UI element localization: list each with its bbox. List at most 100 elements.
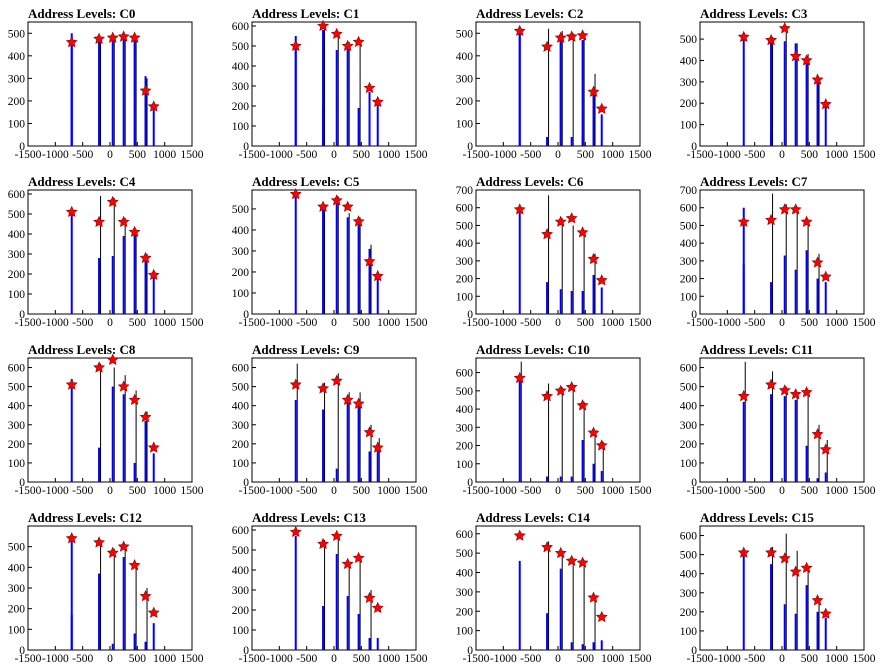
x-tick-label: -500 — [520, 485, 541, 497]
chart-title: Address Levels: C12 — [28, 510, 142, 525]
blue-level-bar — [570, 290, 573, 314]
star-marker-icon — [541, 390, 553, 402]
star-marker-icon — [541, 40, 553, 52]
blue-level-bar — [144, 258, 147, 314]
star-marker-icon — [352, 35, 365, 48]
y-tick-label: 400 — [680, 55, 698, 67]
star-marker-icon — [778, 22, 791, 34]
y-tick-label: 400 — [680, 569, 698, 581]
star-marker-icon — [819, 443, 832, 455]
star-marker-icon — [371, 269, 384, 282]
x-tick-label: 1000 — [825, 653, 848, 665]
blue-level-bar — [518, 560, 521, 650]
blue-level-bar — [294, 536, 297, 650]
blue-level-bar — [592, 275, 595, 314]
axes-frame — [27, 189, 193, 315]
star-marker-icon — [811, 73, 824, 85]
blue-level-bar — [144, 641, 147, 650]
x-tick-label: 1500 — [853, 653, 876, 665]
y-tick-label: 300 — [232, 81, 250, 93]
y-tick-label: 100 — [456, 118, 474, 130]
y-tick-label: 0 — [19, 645, 25, 657]
star-marker-icon — [565, 380, 578, 393]
axes-frame — [27, 357, 193, 483]
blue-level-bar — [376, 638, 379, 650]
blue-level-bar — [805, 585, 808, 650]
x-tick-label: 500 — [801, 317, 819, 329]
x-tick-label: -1500 — [239, 485, 266, 497]
x-tick-label: 1000 — [377, 653, 400, 665]
star-marker-icon — [811, 594, 824, 606]
y-tick-label: 400 — [456, 568, 474, 580]
x-tick-label: 1500 — [181, 317, 204, 329]
x-tick-label: 1500 — [405, 485, 428, 497]
blue-level-bar — [368, 92, 371, 146]
blue-level-bar — [98, 35, 101, 147]
star-marker-icon — [330, 27, 343, 40]
star-marker-icon — [800, 386, 813, 398]
blue-level-bar — [581, 644, 584, 650]
chart-plot: 0 100 200 300 400 500 600 700 -1500 -1000 -500 0 500… — [680, 185, 876, 329]
chart-plot: 0 100 200 300 400 500 600 -1500 -1000 -500 0 500 100… — [680, 525, 876, 665]
star-marker-icon — [289, 525, 302, 538]
star-marker-icon — [147, 100, 160, 112]
blue-level-bar — [546, 136, 549, 146]
y-tick-label: 200 — [8, 604, 26, 616]
x-tick-label: -500 — [744, 317, 765, 329]
star-marker-icon — [330, 194, 343, 206]
star-marker-icon — [595, 439, 608, 451]
x-tick-label: -500 — [296, 317, 317, 329]
blue-level-bar — [824, 472, 827, 482]
x-tick-label: -1500 — [239, 653, 266, 665]
x-tick-label: -1000 — [42, 485, 69, 497]
x-tick-label: -1500 — [463, 317, 490, 329]
y-tick-label: 100 — [232, 121, 250, 133]
y-tick-label: 300 — [8, 583, 26, 595]
x-tick-label: 1000 — [377, 317, 400, 329]
blue-level-bar — [294, 399, 297, 482]
y-tick-label: 500 — [232, 382, 250, 394]
star-marker-icon — [93, 536, 105, 548]
star-marker-icon — [352, 215, 365, 227]
chart-panel-14: Address Levels: C14 0 100 200 300 400 500 600 -1… — [448, 504, 672, 672]
star-marker-icon — [819, 607, 832, 619]
x-tick-label: 500 — [577, 317, 595, 329]
star-marker-icon — [778, 384, 791, 396]
y-tick-label: 100 — [456, 626, 474, 638]
x-tick-label: -500 — [72, 485, 93, 497]
x-tick-label: -1000 — [42, 317, 69, 329]
star-marker-icon — [811, 256, 824, 268]
y-tick-label: 300 — [232, 585, 250, 597]
x-tick-label: 1500 — [405, 149, 428, 161]
star-marker-icon — [65, 36, 78, 48]
chart-panel-7: Address Levels: C7 0 100 200 300 400 500 600 700… — [672, 168, 896, 336]
y-tick-label: 600 — [456, 368, 474, 380]
blue-level-bar — [783, 396, 786, 482]
star-marker-icon — [93, 215, 105, 228]
blue-level-bar — [294, 46, 297, 146]
chart-title: Address Levels: C8 — [28, 342, 136, 357]
star-marker-icon — [341, 200, 354, 212]
star-marker-icon — [765, 33, 777, 46]
star-marker-icon — [330, 529, 343, 542]
y-tick-label: 500 — [680, 220, 698, 232]
chart-title: Address Levels: C13 — [252, 510, 366, 525]
chart-plot: 0 100 200 300 400 500 600 -1500 -1000 -500 0 500 100… — [8, 189, 204, 329]
y-tick-label: 100 — [8, 624, 26, 636]
blue-level-bar — [824, 617, 827, 650]
chart-plot: 0 100 200 300 400 500 600 -1500 -1000 -500 0 500 100… — [8, 353, 204, 497]
y-tick-label: 300 — [8, 73, 26, 85]
star-marker-icon — [789, 203, 802, 215]
blue-level-bar — [600, 471, 603, 482]
blue-level-bar — [581, 40, 584, 146]
y-tick-label: 700 — [456, 185, 474, 197]
y-tick-label: 400 — [8, 401, 26, 413]
star-marker-icon — [363, 255, 376, 267]
blue-level-bar — [559, 568, 562, 650]
x-tick-label: -500 — [72, 149, 93, 161]
star-marker-icon — [800, 561, 813, 574]
blue-level-bar — [98, 573, 101, 650]
blue-level-bar — [559, 289, 562, 314]
star-marker-icon — [789, 565, 802, 577]
